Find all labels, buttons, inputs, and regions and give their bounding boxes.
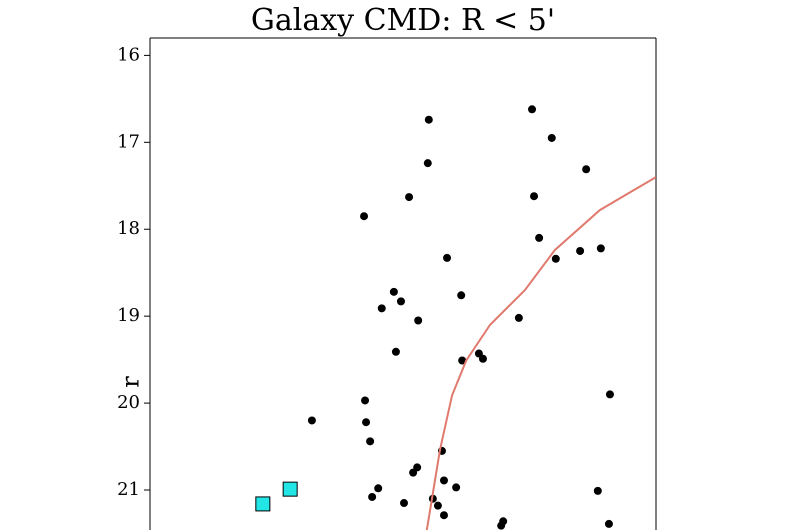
chart-title: Galaxy CMD: R < 5' [251, 3, 555, 38]
square-point [282, 481, 298, 497]
point [361, 396, 370, 405]
point [452, 483, 461, 492]
point [400, 499, 409, 508]
curve [425, 176, 656, 530]
point [457, 291, 466, 300]
point [423, 159, 432, 168]
y-tick-label: 16 [117, 44, 140, 65]
y-axis-label: r [117, 376, 145, 388]
y-tick-label: 21 [117, 479, 140, 500]
point [458, 356, 467, 365]
point [605, 390, 614, 399]
point [593, 486, 602, 495]
point [443, 253, 452, 262]
point [424, 115, 433, 124]
point [307, 416, 316, 425]
point [439, 511, 448, 520]
y-tick-label: 20 [117, 392, 140, 413]
point [414, 316, 423, 325]
point [530, 192, 539, 201]
point [405, 193, 414, 202]
point [514, 313, 523, 322]
point [576, 246, 585, 255]
plot-area [255, 105, 656, 530]
point [596, 244, 605, 253]
point [582, 165, 591, 174]
point [391, 347, 400, 356]
square-point [255, 496, 271, 512]
point [535, 233, 544, 242]
point [366, 437, 375, 446]
point [547, 133, 556, 142]
point [368, 492, 377, 501]
point [377, 304, 386, 313]
point [433, 501, 442, 510]
y-tick-label: 18 [117, 218, 140, 239]
point [478, 354, 487, 363]
point [439, 476, 448, 485]
y-tick-label: 17 [117, 131, 140, 152]
point [604, 519, 613, 528]
point [409, 468, 418, 477]
point [551, 254, 560, 263]
y-tick-label: 19 [117, 305, 140, 326]
point [362, 418, 371, 427]
point [528, 105, 537, 114]
point [497, 521, 506, 530]
point [389, 287, 398, 296]
point [374, 484, 383, 493]
point [360, 212, 369, 221]
point [396, 297, 405, 306]
